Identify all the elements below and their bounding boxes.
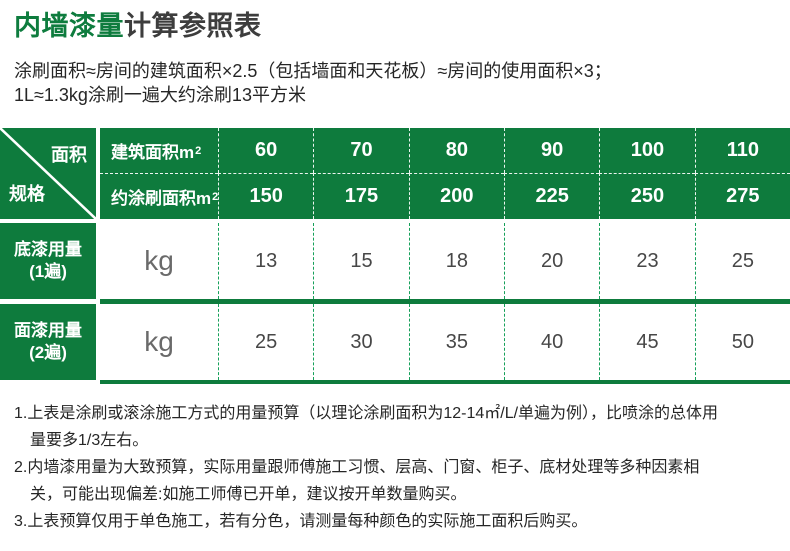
note-2: 2.内墙漆用量为大致预算，实际用量跟师傅施工习惯、层高、门窗、柜子、底材处理等多… <box>14 459 700 503</box>
header-value-cell: 90 <box>504 128 600 173</box>
header-label-paint-area: 约涂刷面积m 2 <box>100 173 218 219</box>
topcoat-value-cell: 25 <box>218 304 314 380</box>
primer-value-cell: 18 <box>408 223 504 299</box>
row-label-topcoat-line1: 面漆用量 <box>14 321 82 340</box>
row-label-topcoat-usage: 面漆用量 (2遍) <box>0 304 100 380</box>
intro-line-2: 1L≈1.3kg涂刷一遍大约涂刷13平方米 <box>14 85 306 105</box>
corner-label-spec: 规格 <box>9 184 45 204</box>
page-title: 内墙漆量计算参照表 <box>14 10 776 42</box>
footnotes: 1.上表是涂刷或滚涂施工方式的用量预算（以理论涂刷面积为12-14㎡/L/单遍为… <box>14 400 720 535</box>
corner-label-area: 面积 <box>51 145 87 165</box>
header-label-paint-area-text: 约涂刷面积m <box>111 189 212 208</box>
topcoat-value-cell: 50 <box>694 304 790 380</box>
table-bottom-line <box>100 380 790 384</box>
header-value-cell: 110 <box>694 128 790 173</box>
intro-line-1: 涂刷面积≈房间的建筑面积×2.5（包括墙面和天花板）≈房间的使用面积×3； <box>14 61 612 81</box>
note-3: 3.上表预算仅用于单色施工，若有分色，请测量每种颜色的实际施工面积后购买。 <box>14 513 588 530</box>
topcoat-value-cell: 35 <box>408 304 504 380</box>
topcoat-value-cell: 30 <box>313 304 409 380</box>
header-body-gap <box>0 219 790 223</box>
header-label-building-area-text: 建筑面积m <box>111 143 195 162</box>
unit-cell-kg: kg <box>100 223 218 299</box>
row-label-topcoat-line2: (2遍) <box>29 343 67 362</box>
row-label-primer-line2: (1遍) <box>29 262 67 281</box>
paint-usage-table: 面积 规格 建筑面积m 2 60 70 80 90 100 110 约涂刷面积m 2… <box>0 128 790 384</box>
row-label-primer-line1: 底漆用量 <box>14 240 82 259</box>
intro-block: 涂刷面积≈房间的建筑面积×2.5（包括墙面和天花板）≈房间的使用面积×3； 1L… <box>14 59 776 107</box>
unit-cell-kg: kg <box>100 304 218 380</box>
primer-value-cell: 15 <box>313 223 409 299</box>
topcoat-value-cell: 40 <box>504 304 600 380</box>
row-label-primer-usage: 底漆用量 (1遍) <box>0 223 100 299</box>
primer-value-cell: 23 <box>599 223 695 299</box>
corner-header-cell: 面积 规格 <box>0 128 100 219</box>
header-value-cell: 70 <box>313 128 409 173</box>
note-1: 1.上表是涂刷或滚涂施工方式的用量预算（以理论涂刷面积为12-14㎡/L/单遍为… <box>14 405 719 449</box>
topcoat-value-cell: 45 <box>599 304 695 380</box>
header-value-cell: 60 <box>218 128 314 173</box>
table-bottom-left-gap <box>0 380 100 384</box>
header-value-cell: 250 <box>599 173 695 219</box>
header-value-cell: 200 <box>408 173 504 219</box>
row-separator-line <box>100 299 790 304</box>
paint-usage-reference-page: 内墙漆量计算参照表 涂刷面积≈房间的建筑面积×2.5（包括墙面和天花板）≈房间的… <box>0 10 790 551</box>
header-value-cell: 80 <box>408 128 504 173</box>
primer-value-cell: 20 <box>504 223 600 299</box>
primer-value-cell: 25 <box>694 223 790 299</box>
page-title-highlight: 内墙漆量 <box>14 11 124 41</box>
diagonal-divider-line <box>0 128 96 219</box>
page-title-rest: 计算参照表 <box>124 11 262 41</box>
header-value-cell: 225 <box>504 173 600 219</box>
header-value-cell: 150 <box>218 173 314 219</box>
header-value-cell: 275 <box>694 173 790 219</box>
row-separator-left-gap <box>0 299 100 304</box>
header-value-cell: 100 <box>599 128 695 173</box>
primer-value-cell: 13 <box>218 223 314 299</box>
header-value-cell: 175 <box>313 173 409 219</box>
header-label-building-area: 建筑面积m 2 <box>100 128 218 173</box>
